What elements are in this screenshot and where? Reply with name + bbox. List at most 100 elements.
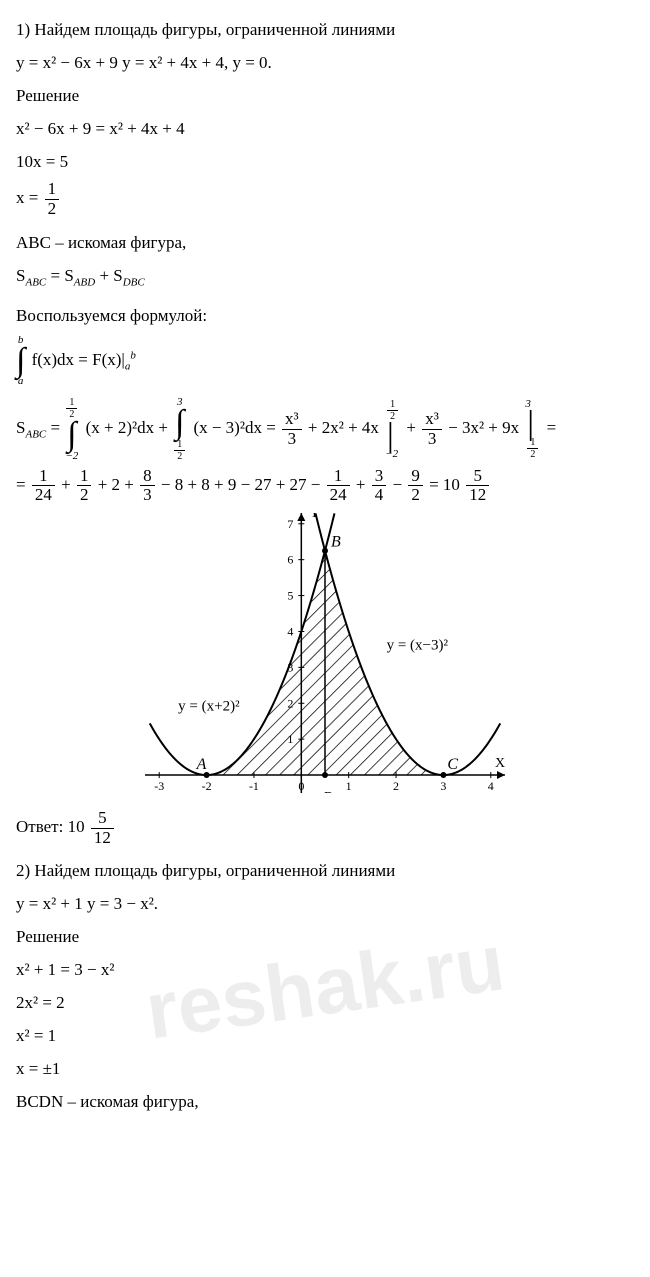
svg-text:D: D [322, 790, 333, 793]
denominator: 2 [45, 200, 60, 219]
p1-equations: y = x² − 6x + 9 y = x² + 4x + 4, y = 0. [16, 49, 634, 78]
fraction: x³ 3 [282, 410, 302, 448]
sub: DBC [123, 276, 145, 288]
p1-title: 1) Найдем площадь фигуры, ограниченной л… [16, 16, 634, 45]
svg-text:-1: -1 [249, 779, 259, 793]
svg-text:A: A [196, 756, 207, 773]
poly: + 2x² + 4x [308, 418, 379, 437]
t: − [393, 475, 407, 494]
n: 1 [527, 437, 538, 449]
p1-step3: x = 1 2 [16, 180, 634, 218]
eq: = [51, 418, 65, 437]
n: 1 [77, 467, 92, 487]
problem-2: 2) Найдем площадь фигуры, ограниченной л… [16, 857, 634, 1116]
p2-step1: x² + 1 = 3 − x² [16, 956, 634, 985]
p2-step3: x² = 1 [16, 1022, 634, 1051]
step-text: x = [16, 189, 38, 208]
t: 2x² = 2 [16, 993, 65, 1012]
solution-label: Решение [16, 923, 634, 952]
fraction: 34 [372, 467, 387, 505]
n: 8 [140, 467, 155, 487]
svg-text:6: 6 [287, 553, 293, 567]
fraction: 512 [466, 467, 489, 505]
t: − 8 + 8 + 9 − 27 + 27 − [161, 475, 325, 494]
p1-step1: x² − 6x + 9 = x² + 4x + 4 [16, 115, 634, 144]
n: 9 [408, 467, 423, 487]
sup: b [130, 349, 136, 361]
d: 12 [466, 486, 489, 505]
svg-text:1: 1 [346, 779, 352, 793]
eq: = S [51, 266, 74, 285]
integrand: f(x)dx = F(x)| [32, 350, 125, 369]
plus: + S [99, 266, 122, 285]
p2-step2: 2x² = 2 [16, 989, 634, 1018]
svg-text:4: 4 [488, 779, 494, 793]
int-glyph: ∫ [16, 346, 25, 377]
fraction: 83 [140, 467, 155, 505]
n: 3 [372, 467, 387, 487]
chart-svg: -3-2-1012341234567ABCDXYy = (x+2)²y = (x… [145, 513, 505, 793]
answer-label: Ответ: 10 [16, 817, 85, 836]
svg-text:5: 5 [287, 589, 293, 603]
sub: ABC [25, 429, 46, 441]
p2-title: 2) Найдем площадь фигуры, ограниченной л… [16, 857, 634, 886]
n: 1 [327, 467, 350, 487]
svg-text:X: X [495, 756, 505, 771]
d: 2 [77, 486, 92, 505]
n: 1 [174, 439, 185, 451]
bar-glyph: | [525, 410, 540, 437]
fraction: 512 [91, 809, 114, 847]
step-text: x² − 6x + 9 = x² + 4x + 4 [16, 119, 185, 138]
svg-text:y = (x−3)²: y = (x−3)² [387, 638, 449, 654]
t: + [61, 475, 75, 494]
t: + 2 + [98, 475, 138, 494]
integral-2: 3 ∫ 12 [172, 397, 187, 462]
lower-bound: −2 [64, 451, 79, 462]
p2-step4: x = ±1 [16, 1055, 634, 1084]
d: 2 [527, 449, 538, 460]
svg-text:2: 2 [393, 779, 399, 793]
d: 12 [91, 829, 114, 848]
integral-1: 12 ∫ −2 [64, 397, 79, 462]
svg-text:Y: Y [309, 513, 319, 521]
sub: ABD [74, 276, 95, 288]
lower-bound: −2 [385, 449, 400, 460]
n: 5 [91, 809, 114, 829]
eq-text: y = x² − 6x + 9 y = x² + 4x + 4, y = 0. [16, 53, 272, 72]
t: x² = 1 [16, 1026, 56, 1045]
svg-text:3: 3 [440, 779, 446, 793]
n: 1 [387, 399, 398, 411]
int-glyph: ∫ [172, 408, 187, 439]
svg-text:B: B [331, 534, 341, 551]
denominator: 3 [282, 430, 302, 449]
sub: ABC [25, 276, 46, 288]
eq-text: y = x² + 1 y = 3 − x². [16, 894, 158, 913]
fraction: x³ 3 [422, 410, 442, 448]
bar-glyph: | [385, 422, 400, 449]
d: 24 [327, 486, 350, 505]
t: x = ±1 [16, 1059, 60, 1078]
p1-abc: ABC – искомая фигура, [16, 229, 634, 258]
lower-bound: 12 [172, 439, 187, 462]
problem-1: 1) Найдем площадь фигуры, ограниченной л… [16, 16, 634, 847]
lower-bound: 12 [525, 437, 540, 460]
n: 1 [66, 397, 77, 409]
solution-label: Решение [16, 82, 634, 111]
poly: − 3x² + 9x [448, 418, 519, 437]
svg-text:7: 7 [287, 517, 293, 531]
p2-bcdn: BCDN – искомая фигура, [16, 1088, 634, 1117]
integrand-1: (x + 2)²dx + [86, 418, 168, 437]
n: 5 [466, 467, 489, 487]
svg-text:y = (x+2)²: y = (x+2)² [178, 699, 240, 715]
svg-text:C: C [447, 756, 458, 773]
svg-text:4: 4 [287, 625, 293, 639]
int-glyph: ∫ [64, 420, 79, 451]
p1-area-sum: SABC = SABD + SDBC [16, 262, 634, 292]
denominator: 3 [422, 430, 442, 449]
d: 4 [372, 486, 387, 505]
p1-general-integral: b ∫ a f(x)dx = F(x)|ab [16, 335, 634, 388]
p1-sabc-integral: SABC = 12 ∫ −2 (x + 2)²dx + 3 ∫ 12 (x − … [16, 397, 634, 462]
numerator: 1 [45, 180, 60, 200]
figure-1: -3-2-1012341234567ABCDXYy = (x+2)²y = (x… [16, 513, 634, 803]
integral-symbol: b ∫ a [16, 335, 25, 388]
